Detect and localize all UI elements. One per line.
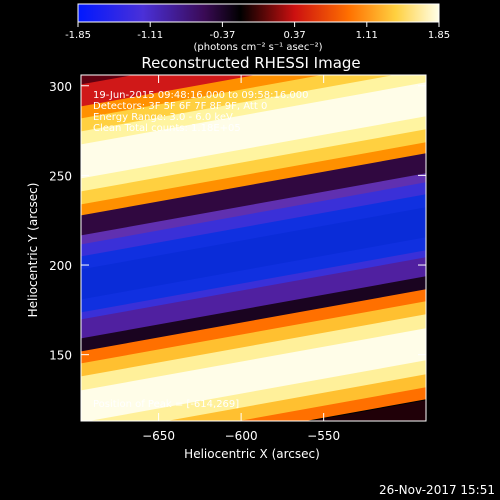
annotation-line: Detectors: 3F 5F 6F 7F 8F 9F, Att 0 <box>93 101 267 112</box>
annotations: 19-Jun-2015 09:48:16.000 to 09:58:16.000… <box>93 90 309 134</box>
x-tick-label: −650 <box>142 429 175 443</box>
chart-title: Reconstructed RHESSI Image <box>141 54 360 72</box>
colorbar-tick-label: 0.37 <box>283 30 305 41</box>
heatmap-band <box>81 153 426 242</box>
colorbar-tick-label: 1.11 <box>356 30 378 41</box>
colorbar-tick-label: -1.85 <box>65 30 91 41</box>
heatmap-band <box>311 400 426 421</box>
heatmap-band <box>81 207 426 300</box>
annotation-line: Clean Total counts: 1.18E+05 <box>93 123 241 134</box>
y-tick-label: 150 <box>49 349 72 363</box>
heatmap-image <box>81 75 426 421</box>
colorbar-tick-label: -0.37 <box>209 30 235 41</box>
x-axis-ticks: −650 −600 −550 <box>142 75 340 443</box>
colorbar <box>77 3 440 23</box>
colorbar-ticks: -1.85 -1.11 -0.37 0.37 1.11 1.85 <box>65 22 450 41</box>
y-tick-label: 250 <box>49 169 72 183</box>
x-tick-label: −600 <box>225 429 258 443</box>
peak-position-note: Position of Peak = [-614,269] <box>93 399 239 410</box>
timestamp: 26-Nov-2017 15:51 <box>379 483 495 497</box>
annotation-line: 19-Jun-2015 09:48:16.000 to 09:58:16.000 <box>93 90 309 101</box>
y-axis-ticks: 150 200 250 300 <box>49 80 426 363</box>
heatmap-band <box>81 82 426 179</box>
x-axis-label: Heliocentric X (arcsec) <box>184 447 320 461</box>
heatmap-band <box>81 257 426 340</box>
y-tick-label: 200 <box>49 259 72 273</box>
colorbar-unit-label: (photons cm⁻² s⁻¹ asec⁻²) <box>193 42 322 53</box>
y-axis-label: Heliocentric Y (arcsec) <box>26 183 40 318</box>
colorbar-tick-label: 1.85 <box>428 30 450 41</box>
colorbar-tick-label: -1.11 <box>137 30 163 41</box>
y-tick-label: 300 <box>49 80 72 94</box>
plot-frame <box>80 74 427 422</box>
annotation-line: Energy Range: 3.0 - 6.0 keV <box>93 112 233 123</box>
heatmap-band <box>81 328 426 421</box>
x-tick-label: −550 <box>307 429 340 443</box>
